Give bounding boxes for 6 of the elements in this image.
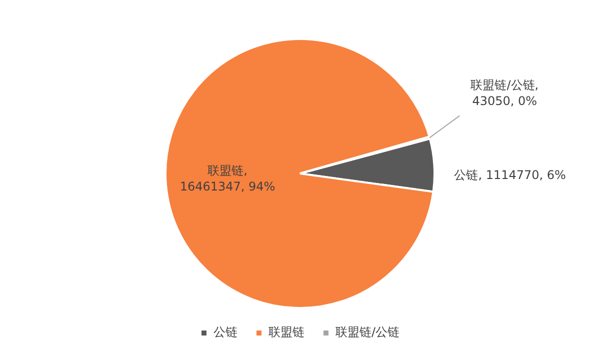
data-label: 联盟链, 16461347, 94% (180, 163, 276, 194)
legend-label: 联盟链/公链 (335, 325, 400, 340)
data-label: 联盟链/公链, 43050, 0% (470, 78, 539, 108)
legend-label: 联盟链 (268, 325, 304, 340)
data-label: 公链, 1114770, 6% (454, 168, 566, 182)
legend-label: 公链 (213, 325, 238, 340)
